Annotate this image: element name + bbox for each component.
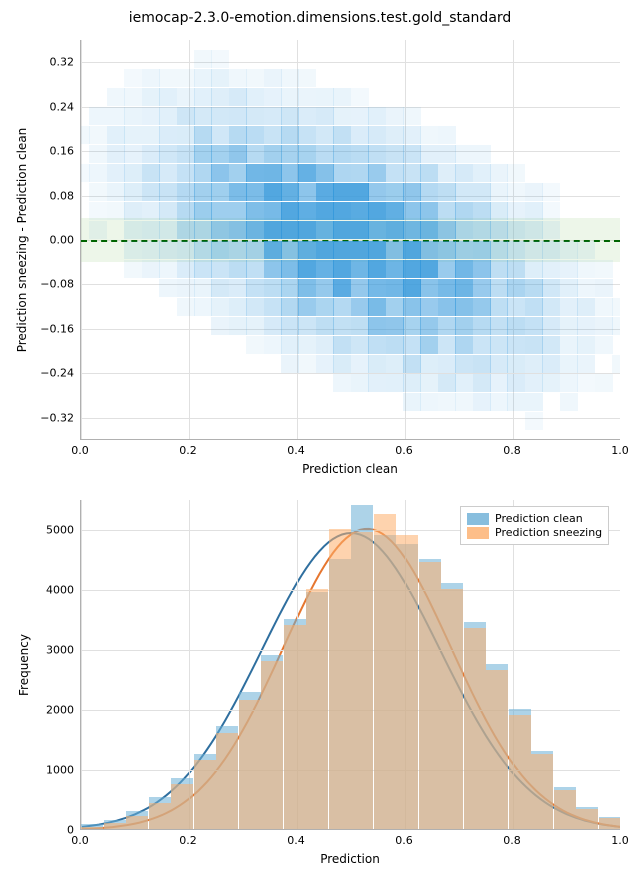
legend-item-sneezing: Prediction sneezing xyxy=(467,526,602,539)
histogram-xlabel: Prediction xyxy=(80,852,620,866)
legend: Prediction clean Prediction sneezing xyxy=(460,506,609,545)
histogram-plot-area xyxy=(80,500,620,830)
figure: iemocap-2.3.0-emotion.dimensions.test.go… xyxy=(0,0,640,880)
legend-swatch-sneezing xyxy=(467,527,489,539)
histogram-ylabel: Frequency xyxy=(17,634,31,696)
legend-swatch-clean xyxy=(467,513,489,525)
histogram-panel: 0.00.20.40.60.81.0 010002000300040005000… xyxy=(0,0,640,880)
legend-label-sneezing: Prediction sneezing xyxy=(495,526,602,539)
legend-label-clean: Prediction clean xyxy=(495,512,583,525)
legend-item-clean: Prediction clean xyxy=(467,512,602,525)
